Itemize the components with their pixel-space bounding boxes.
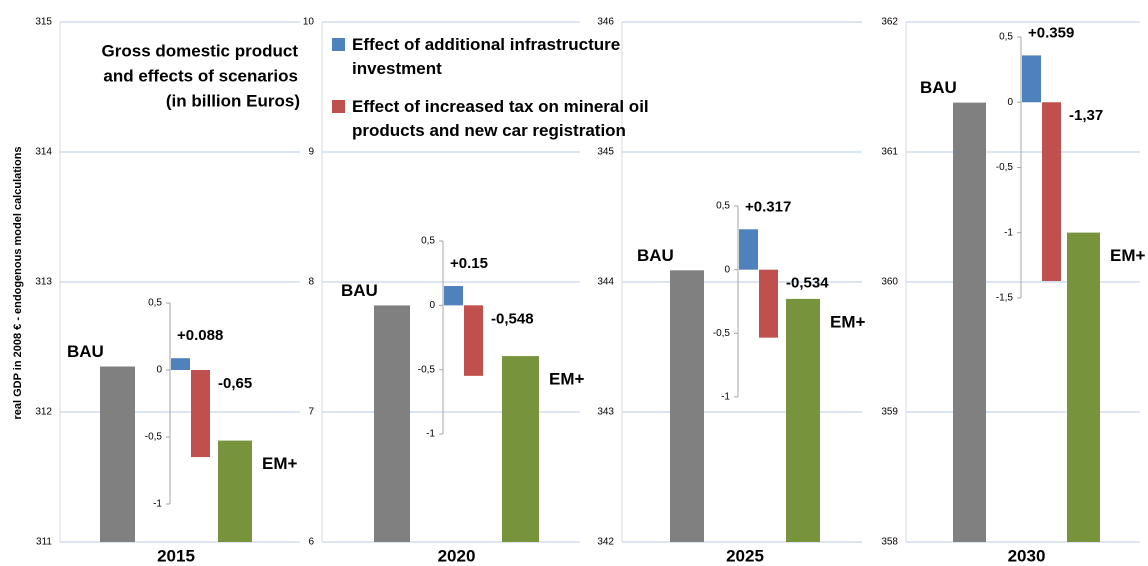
inset-tick-label: 0,5 <box>999 32 1013 43</box>
inset-tick-label: 0,5 <box>148 298 162 309</box>
value-label: -0,548 <box>491 310 534 327</box>
y-tick-label: 362 <box>881 17 898 28</box>
inset-tick-label: -0,5 <box>996 162 1014 173</box>
inset-tick-label: 0 <box>156 365 162 376</box>
category-label: EM+ <box>830 312 866 331</box>
bar <box>786 298 820 542</box>
inset-tick-label: -0,5 <box>713 328 731 339</box>
y-tick-label: 344 <box>597 277 614 288</box>
panel-title: 2020 <box>438 546 476 565</box>
category-label: BAU <box>67 342 104 361</box>
inset-bar <box>171 358 190 370</box>
panel-title: 2030 <box>1008 546 1046 565</box>
inset-bar <box>1022 55 1041 103</box>
value-label: -1,37 <box>1069 107 1103 124</box>
inset-tick-label: -1 <box>153 499 162 510</box>
y-tick-label: 360 <box>881 277 898 288</box>
legend-label: Effect of additional infrastructure inve… <box>352 35 621 78</box>
value-label: -0,65 <box>218 375 252 392</box>
panel-title: 2015 <box>157 546 195 565</box>
title-line: Gross domestic product <box>102 41 299 60</box>
value-label: +0.088 <box>177 327 223 344</box>
inset-bar <box>464 305 483 376</box>
category-label: BAU <box>920 78 957 97</box>
y-tick-label: 6 <box>308 537 314 548</box>
bar <box>374 305 410 542</box>
legend-swatch <box>332 100 345 113</box>
inset-tick-label: 0 <box>724 264 730 275</box>
title-line: (in billion Euros) <box>166 91 300 110</box>
inset-bar <box>759 269 778 338</box>
bar <box>670 270 704 542</box>
inset-tick-label: -1 <box>1004 227 1013 238</box>
inset-tick-label: -0,5 <box>145 432 163 443</box>
inset-tick-label: 0 <box>1007 97 1013 108</box>
y-tick-label: 9 <box>308 147 314 158</box>
category-label: BAU <box>637 246 674 265</box>
bar <box>218 440 252 542</box>
inset-bar <box>444 286 463 306</box>
y-tick-label: 7 <box>308 407 314 418</box>
value-label: -0,534 <box>786 275 829 292</box>
inset-bar <box>739 229 758 270</box>
y-tick-label: 343 <box>597 407 614 418</box>
y-tick-label: 313 <box>35 277 52 288</box>
inset-tick-label: -1 <box>721 392 730 403</box>
y-tick-label: 346 <box>597 17 614 28</box>
y-tick-label: 361 <box>881 147 898 158</box>
bar <box>502 356 539 542</box>
y-tick-label: 312 <box>35 407 52 418</box>
inset-tick-label: -0,5 <box>418 364 436 375</box>
y-tick-label: 314 <box>35 147 52 158</box>
category-label: EM+ <box>1110 246 1146 265</box>
y-tick-label: 311 <box>36 537 52 548</box>
inset-tick-label: 0,5 <box>421 236 435 247</box>
y-axis-label: real GDP in 2008 € - endogenous model ca… <box>12 146 24 419</box>
legend-swatch <box>332 38 345 51</box>
category-label: EM+ <box>549 370 585 389</box>
inset-tick-label: -1,5 <box>996 293 1014 304</box>
y-tick-label: 345 <box>597 147 614 158</box>
category-label: BAU <box>341 281 378 300</box>
title-line: and effects of scenarios <box>103 66 298 85</box>
y-tick-label: 358 <box>881 537 898 548</box>
y-tick-label: 342 <box>597 537 614 548</box>
inset-tick-label: 0 <box>429 300 435 311</box>
inset-tick-label: 0,5 <box>716 201 730 212</box>
y-tick-label: 315 <box>35 17 52 28</box>
y-tick-label: 359 <box>881 407 898 418</box>
value-label: +0.15 <box>450 255 488 272</box>
y-tick-label: 8 <box>308 277 314 288</box>
legend-label: Effect of increased tax on mineral oil p… <box>352 97 649 140</box>
inset-bar <box>191 370 210 458</box>
inset-tick-label: -1 <box>426 429 435 440</box>
y-tick-label: 10 <box>303 17 315 28</box>
category-label: EM+ <box>262 454 298 473</box>
value-label: +0.317 <box>745 198 791 215</box>
bar <box>100 366 135 542</box>
value-label: +0.359 <box>1028 24 1074 41</box>
bar <box>1067 232 1100 542</box>
panel-title: 2025 <box>726 546 764 565</box>
inset-bar <box>1042 102 1061 282</box>
bar <box>953 102 986 542</box>
